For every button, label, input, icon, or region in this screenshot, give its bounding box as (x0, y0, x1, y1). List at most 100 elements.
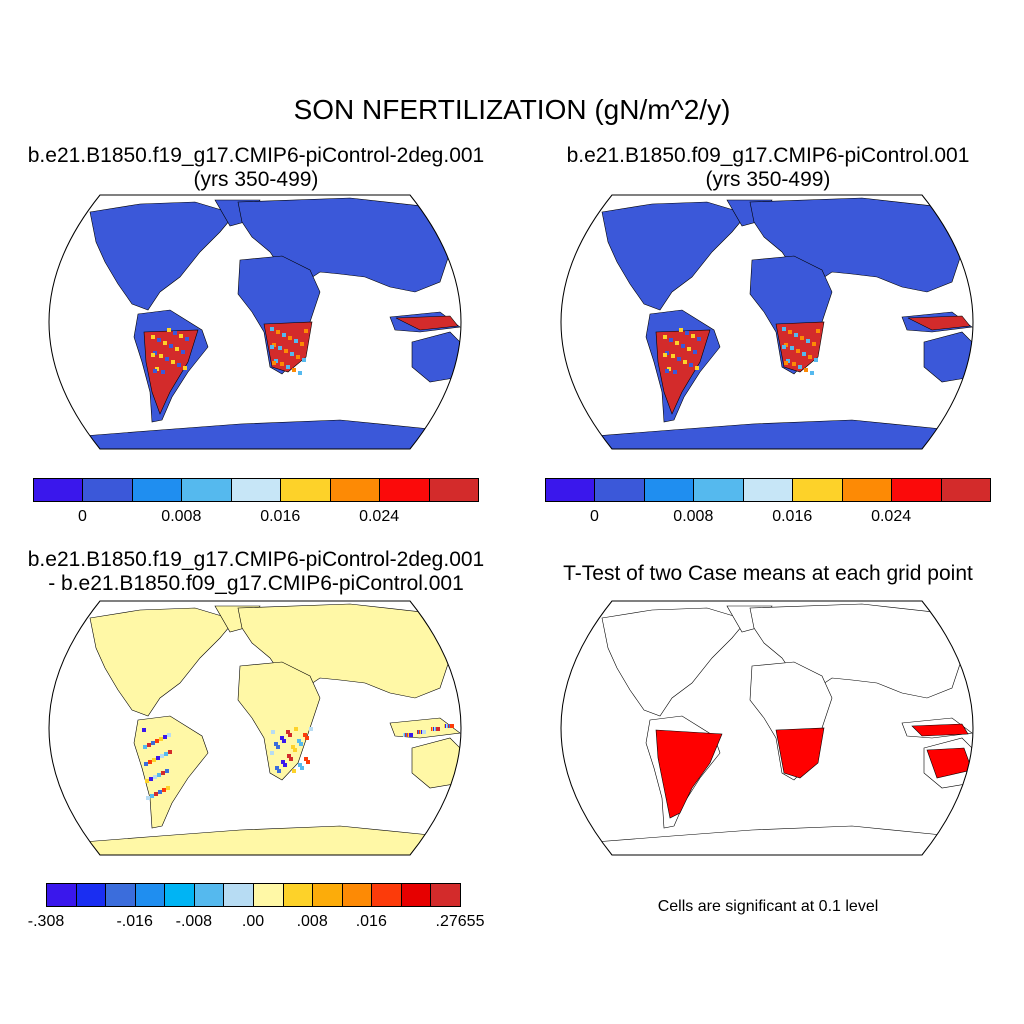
colorbar-tick-label: -.308 (27, 913, 65, 930)
grid-cell (302, 358, 306, 362)
colorbar-swatch (282, 883, 314, 907)
colorbar-swatch (841, 478, 893, 502)
colorbar-swatch (46, 883, 77, 907)
colorbar-swatch (33, 478, 84, 502)
grid-cell (185, 337, 189, 341)
grid-cell (663, 335, 667, 339)
panel-title-line2: (yrs 350-499) (705, 168, 831, 191)
grid-cell (280, 736, 284, 740)
grid-cell (183, 366, 187, 370)
grid-cell (782, 345, 786, 349)
grid-cell (143, 745, 147, 749)
grid-cell (166, 786, 170, 790)
grid-cell (294, 339, 298, 343)
grid-cell (291, 745, 295, 749)
grid-cell (298, 763, 302, 767)
land-region (571, 419, 973, 449)
grid-cell (155, 739, 159, 743)
map-ttest (560, 600, 974, 856)
grid-cell (804, 368, 808, 372)
panel-title-case2: b.e21.B1850.f09_g17.CMIP6-piControl.001 … (512, 144, 1024, 192)
grid-cell (673, 370, 677, 374)
grid-cell (278, 346, 282, 350)
grid-cell (274, 742, 278, 746)
colorbar-tick-label: 0.008 (161, 508, 202, 525)
grid-cell (142, 728, 146, 732)
grid-cell (671, 354, 675, 358)
grid-cell (802, 352, 806, 356)
colorbar-swatch (742, 478, 794, 502)
colorbar-tick-label: .016 (355, 913, 387, 930)
grid-cell (814, 358, 818, 362)
panel-title-difference: b.e21.B1850.f19_g17.CMIP6-piControl-2deg… (0, 548, 512, 596)
panel-title-line1: b.e21.B1850.f09_g17.CMIP6-piControl.001 (566, 144, 970, 167)
grid-cell (167, 328, 171, 332)
grid-cell (693, 350, 697, 354)
grid-cell (796, 349, 800, 353)
land-region (89, 607, 236, 717)
grid-cell (788, 330, 792, 334)
grid-cell (164, 752, 168, 756)
grid-cell (161, 370, 165, 374)
grid-cell (436, 727, 440, 731)
grid-cell (275, 766, 279, 770)
grid-cell (149, 777, 153, 781)
grid-cell (276, 745, 280, 749)
grid-cell (153, 369, 157, 373)
grid-cell (663, 353, 667, 357)
grid-cell (681, 344, 685, 348)
grid-cell (287, 754, 291, 758)
grid-cell (792, 362, 796, 366)
grid-cell (159, 354, 163, 358)
grid-cell (808, 355, 812, 359)
panel-title-case1: b.e21.B1850.f19_g17.CMIP6-piControl-2deg… (0, 144, 512, 192)
grid-cell (300, 766, 304, 770)
colorbar-swatch (329, 478, 381, 502)
grid-cell (175, 347, 179, 351)
colorbar-swatch (430, 883, 461, 907)
land-region (655, 729, 723, 819)
significance-note: Cells are significant at 0.1 level (657, 898, 879, 915)
colorbar-tick-label: 0.008 (673, 508, 714, 525)
grid-cell (270, 327, 274, 331)
grid-cell (171, 360, 175, 364)
grid-cell (168, 750, 172, 754)
colorbar-swatch (891, 478, 942, 502)
land-region (89, 201, 236, 311)
colorbar-swatch (693, 478, 744, 502)
colorbar-tick-label: .008 (296, 913, 328, 930)
grid-cell (147, 743, 151, 747)
land-fill (571, 603, 973, 855)
panel-title-line2: (yrs 350-499) (193, 168, 319, 191)
grid-cell (271, 730, 275, 734)
grid-cell (177, 363, 181, 367)
grid-cell (299, 742, 303, 746)
land-region (601, 607, 748, 717)
grid-cell (281, 760, 285, 764)
land-region (907, 315, 971, 331)
colorbar-swatch (223, 883, 254, 907)
panel-title-line2: - b.e21.B1850.f09_g17.CMIP6-piControl.00… (48, 572, 464, 595)
colorbar-swatch (131, 478, 183, 502)
colorbar-swatch (253, 883, 284, 907)
grid-cell (169, 344, 173, 348)
grid-cell (683, 360, 687, 364)
grid-cell (665, 369, 669, 373)
grid-cell (148, 760, 152, 764)
grid-cell (304, 329, 308, 333)
grid-cell (283, 763, 287, 767)
colorbar-swatch (341, 883, 373, 907)
grid-cell (160, 754, 164, 758)
colorbar-swatch (545, 478, 596, 502)
grid-cell (150, 794, 154, 798)
grid-cell (292, 368, 296, 372)
grid-cell (782, 327, 786, 331)
land-fill (571, 197, 973, 449)
grid-cell (784, 361, 788, 365)
colorbar-swatch (82, 478, 133, 502)
land-region (59, 419, 461, 449)
grid-cell (695, 366, 699, 370)
map-case2 (560, 194, 974, 450)
panel-title-line1: b.e21.B1850.f19_g17.CMIP6-piControl-2deg… (27, 548, 485, 571)
grid-cell (297, 739, 301, 743)
